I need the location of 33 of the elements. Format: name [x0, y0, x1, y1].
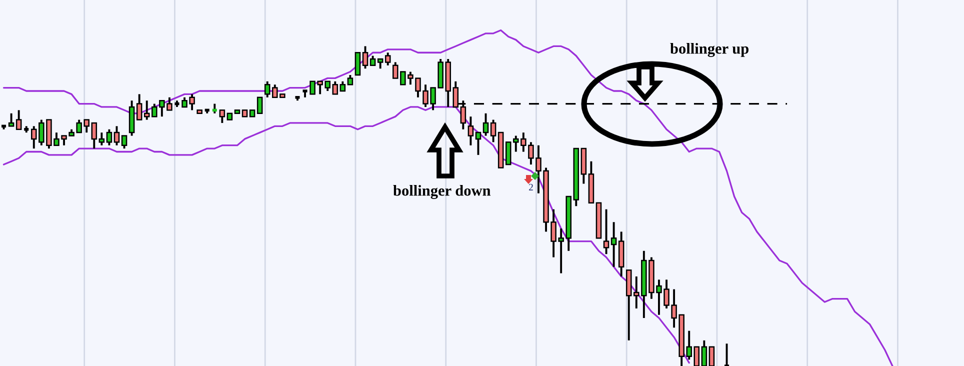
- candlestick: [98, 132, 105, 146]
- candlestick: [362, 45, 368, 70]
- annotation: bollinger down: [393, 185, 491, 199]
- candlestick: [114, 125, 120, 146]
- candlestick: [354, 52, 361, 76]
- candlestick: [505, 142, 512, 166]
- candlestick: [708, 346, 715, 366]
- candlestick: [340, 80, 346, 92]
- candlestick: [610, 221, 617, 268]
- candlestick: [377, 58, 384, 70]
- candlestick: [219, 109, 226, 124]
- candlestick: [332, 80, 338, 96]
- candlestick: [384, 52, 391, 66]
- candlestick: [694, 346, 700, 366]
- candlestick: [256, 96, 263, 114]
- candlestick: [121, 134, 128, 150]
- candlestick: [370, 54, 376, 66]
- candlestick: [603, 208, 610, 256]
- candlestick: [136, 93, 142, 121]
- candlestick: [468, 116, 474, 146]
- candlestick: [91, 122, 98, 150]
- candlestick: [144, 100, 150, 121]
- candlestick: [701, 339, 708, 366]
- candlestick: [106, 128, 112, 146]
- candlestick: [482, 112, 489, 137]
- candlestick: [490, 118, 496, 144]
- annotation: 2: [528, 184, 533, 190]
- candlestick: [16, 109, 22, 130]
- candlestick: [347, 74, 354, 86]
- candlestick: [8, 112, 14, 128]
- annotation: bollinger up: [670, 43, 748, 57]
- candlestick: [475, 132, 482, 156]
- candlestick: [264, 80, 270, 98]
